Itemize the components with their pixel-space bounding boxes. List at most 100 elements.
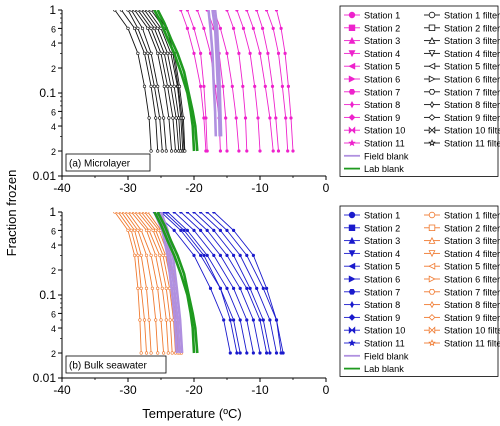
- data-point-unfiltered-1-5: [218, 149, 222, 153]
- data-point-unfiltered-0-4: [232, 318, 236, 322]
- data-point-filtered-15-4: [159, 318, 163, 322]
- data-point-filtered-14-1: [140, 26, 145, 31]
- data-point-filtered-12-1: [133, 26, 137, 31]
- data-point-filtered-16-2: [159, 51, 163, 56]
- y-tick-label: 1: [49, 205, 56, 219]
- series-line-unfiltered-4: [187, 212, 268, 354]
- legend-label: Station 6: [364, 75, 400, 85]
- data-point-unfiltered-9-3: [208, 286, 213, 291]
- data-point-unfiltered-5-5: [271, 149, 275, 153]
- legend-marker-hexagon: [348, 88, 356, 95]
- data-point-unfiltered-4-5: [265, 351, 269, 355]
- series-line-lab_blank-26: [156, 212, 199, 354]
- legend-label: Station 10 filtered: [444, 326, 500, 336]
- legend-label: Station 7 filtered: [444, 287, 500, 297]
- data-point-filtered-11-4: [138, 318, 142, 322]
- panel-label-box: [65, 153, 151, 172]
- data-point-unfiltered-7-2: [245, 253, 249, 257]
- legend-label: Station 9 filtered: [444, 313, 500, 323]
- series-line-field_blank-22: [207, 10, 218, 137]
- data-point-unfiltered-10-5: [276, 149, 281, 153]
- data-point-filtered-17-5: [170, 351, 174, 355]
- y-tick-label: 6: [51, 309, 56, 319]
- series-line-filtered-15: [127, 212, 165, 354]
- data-point-unfiltered-1-3: [225, 286, 229, 291]
- x-tick-label: 0: [323, 383, 330, 397]
- series-line-filtered-12: [121, 10, 159, 152]
- data-point-unfiltered-6-1: [218, 228, 222, 232]
- panel-label: (b) Bulk seawater: [69, 361, 147, 372]
- data-point-filtered-11-0: [113, 10, 117, 12]
- legend-label: Station 8: [364, 100, 400, 110]
- legend-label: Station 4: [364, 49, 400, 59]
- data-point-filtered-17-1: [147, 228, 151, 232]
- data-point-filtered-12-5: [156, 149, 160, 153]
- legend-label: Station 1 filtered: [444, 11, 500, 21]
- data-point-unfiltered-6-3: [255, 286, 259, 291]
- data-point-filtered-12-4: [142, 318, 147, 322]
- legend-label: Station 8 filtered: [444, 100, 500, 110]
- legend-marker-diamond-thin: [430, 100, 434, 109]
- data-point-filtered-13-0: [119, 212, 123, 214]
- data-point-unfiltered-9-5: [228, 351, 232, 355]
- data-point-filtered-18-2: [161, 253, 165, 257]
- data-point-unfiltered-10-1: [261, 26, 265, 31]
- data-point-unfiltered-2-1: [192, 228, 196, 232]
- x-axis-label: Temperature (ºC): [142, 406, 241, 421]
- legend-label: Station 3: [364, 236, 400, 246]
- legend-box: [339, 205, 499, 377]
- data-point-unfiltered-6-4: [284, 116, 288, 120]
- y-tick-label: 2: [51, 64, 56, 74]
- data-point-unfiltered-3-2: [218, 253, 222, 257]
- data-point-unfiltered-7-4: [289, 116, 293, 120]
- data-point-filtered-13-2: [146, 51, 150, 56]
- data-point-filtered-11-3: [142, 84, 147, 88]
- data-point-filtered-11-2: [133, 253, 137, 257]
- data-point-filtered-18-3: [172, 84, 176, 88]
- series-line-unfiltered-6: [200, 212, 277, 354]
- legend-marker-diamond: [348, 314, 356, 321]
- data-point-filtered-17-1: [152, 26, 156, 31]
- data-point-filtered-12-2: [136, 253, 140, 257]
- data-point-unfiltered-7-3: [261, 286, 265, 291]
- data-point-unfiltered-6-0: [199, 212, 203, 214]
- data-point-unfiltered-3-1: [232, 26, 236, 31]
- data-point-filtered-20-0: [142, 212, 147, 214]
- data-point-unfiltered-2-3: [221, 84, 225, 88]
- data-point-unfiltered-4-5: [258, 149, 262, 153]
- series-line-filtered-18: [144, 10, 182, 152]
- data-point-unfiltered-8-5: [237, 149, 241, 153]
- legend-marker-triangle-down: [428, 250, 436, 258]
- data-point-unfiltered-5-3: [263, 84, 267, 88]
- data-point-unfiltered-7-2: [283, 51, 287, 56]
- data-point-unfiltered-4-4: [256, 116, 260, 120]
- data-point-unfiltered-7-3: [286, 84, 291, 88]
- data-point-unfiltered-2-4: [245, 318, 249, 322]
- data-point-unfiltered-6-5: [286, 149, 290, 153]
- legend-label: Station 3: [364, 36, 400, 46]
- series-group: [113, 10, 295, 153]
- data-point-filtered-14-4: [162, 116, 166, 120]
- x-tick-label: -20: [185, 181, 203, 195]
- legend-label: Station 11: [364, 139, 405, 149]
- legend-label: Station 5 filtered: [444, 62, 500, 72]
- data-point-unfiltered-5-2: [232, 253, 236, 257]
- legend-label: Station 4 filtered: [444, 49, 500, 59]
- data-point-unfiltered-8-4: [274, 318, 279, 322]
- data-point-filtered-17-0: [133, 212, 137, 214]
- data-point-filtered-17-2: [162, 51, 166, 56]
- data-point-filtered-11-4: [147, 116, 151, 120]
- data-point-unfiltered-6-0: [265, 10, 269, 12]
- series-line-unfiltered-4: [236, 10, 261, 152]
- legend-label: Station 10: [364, 126, 405, 136]
- legend-marker-circle: [348, 11, 356, 19]
- data-point-unfiltered-2-0: [172, 212, 176, 214]
- panel-bulk-seawater: -40 -30 -20 -10 0 1 6 4 2 0.1 6 4 2 0.01 (b) Bulk seaw…: [33, 205, 500, 397]
- data-point-unfiltered-8-5: [279, 351, 283, 355]
- data-point-unfiltered-4-2: [248, 51, 252, 56]
- series-line-filtered-11: [114, 10, 152, 152]
- data-point-unfiltered-8-3: [230, 84, 234, 88]
- data-point-filtered-15-2: [149, 253, 153, 257]
- legend-marker-diamond: [348, 114, 356, 121]
- legend-label: Station 5: [364, 262, 400, 272]
